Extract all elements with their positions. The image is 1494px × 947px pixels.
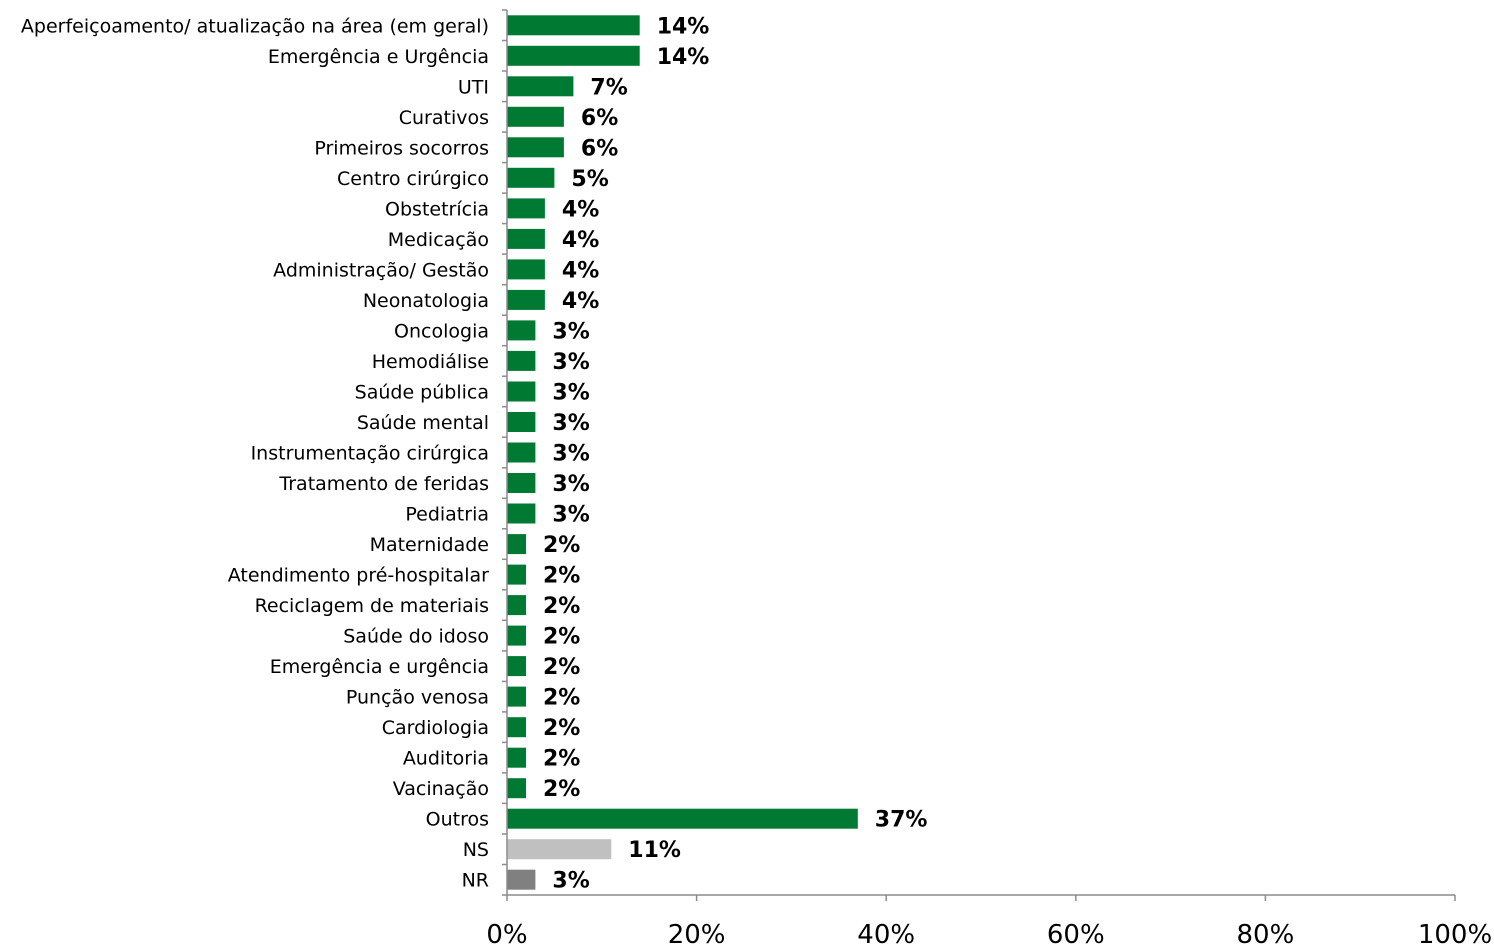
data-label: 3% xyxy=(552,381,589,406)
data-label: 5% xyxy=(571,167,608,192)
category-label: Saúde mental xyxy=(357,412,489,434)
bar-20 xyxy=(507,625,526,646)
bar-6 xyxy=(507,198,545,219)
category-label: Saúde pública xyxy=(355,382,489,404)
bar-21 xyxy=(507,656,526,677)
bar-14 xyxy=(507,442,536,463)
x-tick-label: 100% xyxy=(1418,920,1492,947)
data-label: 7% xyxy=(590,75,627,100)
data-label: 2% xyxy=(543,655,580,680)
bar-18 xyxy=(507,564,526,585)
bar-8 xyxy=(507,259,545,280)
data-label: 6% xyxy=(581,136,618,161)
category-label: Maternidade xyxy=(370,534,489,556)
x-tick-label: 0% xyxy=(486,920,527,947)
category-label: Curativos xyxy=(399,107,489,129)
bar-4 xyxy=(507,137,564,158)
axes-layer xyxy=(502,9,1456,901)
data-label: 2% xyxy=(543,686,580,711)
category-label: Administração/ Gestão xyxy=(273,259,489,281)
bar-2 xyxy=(507,76,574,97)
category-label: Pediatria xyxy=(405,504,489,526)
data-label: 11% xyxy=(628,838,681,863)
data-label: 3% xyxy=(552,503,589,528)
bar-19 xyxy=(507,595,526,616)
category-label: Outros xyxy=(426,809,489,831)
bars-layer xyxy=(507,15,858,890)
category-label: Aperfeiçoamento/ atualização na área (em… xyxy=(21,15,489,37)
data-label: 14% xyxy=(657,14,710,39)
bar-7 xyxy=(507,228,545,249)
category-label: Atendimento pré-hospitalar xyxy=(228,565,489,587)
data-label: 4% xyxy=(562,228,599,253)
bar-13 xyxy=(507,412,536,432)
bar-9 xyxy=(507,289,545,310)
bar-28 xyxy=(507,869,536,890)
x-tick-label: 20% xyxy=(668,920,726,947)
data-label: 3% xyxy=(552,472,589,497)
bar-25 xyxy=(507,778,526,799)
bar-17 xyxy=(507,534,526,555)
category-label: Obstetrícia xyxy=(385,198,489,220)
data-label: 3% xyxy=(552,350,589,375)
category-label: Emergência e urgência xyxy=(270,656,489,678)
bar-22 xyxy=(507,686,526,707)
bar-26 xyxy=(507,808,858,829)
x-tick-label: 40% xyxy=(857,920,915,947)
data-label: 6% xyxy=(581,106,618,131)
data-label: 2% xyxy=(543,564,580,589)
data-label: 2% xyxy=(543,594,580,619)
bar-0 xyxy=(507,15,640,36)
bar-15 xyxy=(507,473,536,493)
bar-11 xyxy=(507,350,536,371)
data-label: 3% xyxy=(552,319,589,344)
bar-1 xyxy=(507,45,640,66)
category-label: Punção venosa xyxy=(346,687,489,709)
bar-27 xyxy=(507,839,612,860)
category-label: UTI xyxy=(458,76,489,98)
bar-12 xyxy=(507,381,536,402)
data-label: 2% xyxy=(543,747,580,772)
data-label: 4% xyxy=(562,197,599,222)
category-label: Primeiros socorros xyxy=(314,137,489,159)
category-label: NR xyxy=(462,870,489,892)
data-label: 2% xyxy=(543,625,580,650)
category-label: Neonatologia xyxy=(363,290,489,312)
x-tick-label: 80% xyxy=(1237,920,1295,947)
category-label: Centro cirúrgico xyxy=(337,168,489,190)
category-label: Tratamento de feridas xyxy=(278,473,489,495)
data-label: 37% xyxy=(875,808,928,833)
bar-23 xyxy=(507,717,526,738)
bar-3 xyxy=(507,106,564,127)
data-label: 4% xyxy=(562,289,599,314)
category-label: Oncologia xyxy=(394,320,489,342)
labels-layer: Aperfeiçoamento/ atualização na área (em… xyxy=(21,14,1492,947)
bar-16 xyxy=(507,503,536,524)
x-tick-label: 60% xyxy=(1047,920,1105,947)
data-label: 2% xyxy=(543,533,580,558)
category-label: Hemodiálise xyxy=(372,351,489,373)
category-label: Instrumentação cirúrgica xyxy=(251,443,489,465)
category-label: Medicação xyxy=(388,229,489,251)
data-label: 3% xyxy=(552,442,589,467)
category-label: Vacinação xyxy=(393,778,489,800)
data-label: 2% xyxy=(543,716,580,741)
category-label: Reciclagem de materiais xyxy=(255,595,489,617)
category-label: Cardiologia xyxy=(382,717,489,739)
bar-24 xyxy=(507,747,526,768)
bar-10 xyxy=(507,320,536,341)
category-label: NS xyxy=(463,839,489,861)
data-label: 2% xyxy=(543,777,580,802)
data-label: 14% xyxy=(657,45,710,70)
category-label: Emergência e Urgência xyxy=(268,46,489,68)
data-label: 4% xyxy=(562,258,599,283)
category-label: Saúde do idoso xyxy=(343,626,489,648)
category-label: Auditoria xyxy=(403,748,489,770)
bar-5 xyxy=(507,167,555,188)
data-label: 3% xyxy=(552,869,589,894)
data-label: 3% xyxy=(552,411,589,436)
